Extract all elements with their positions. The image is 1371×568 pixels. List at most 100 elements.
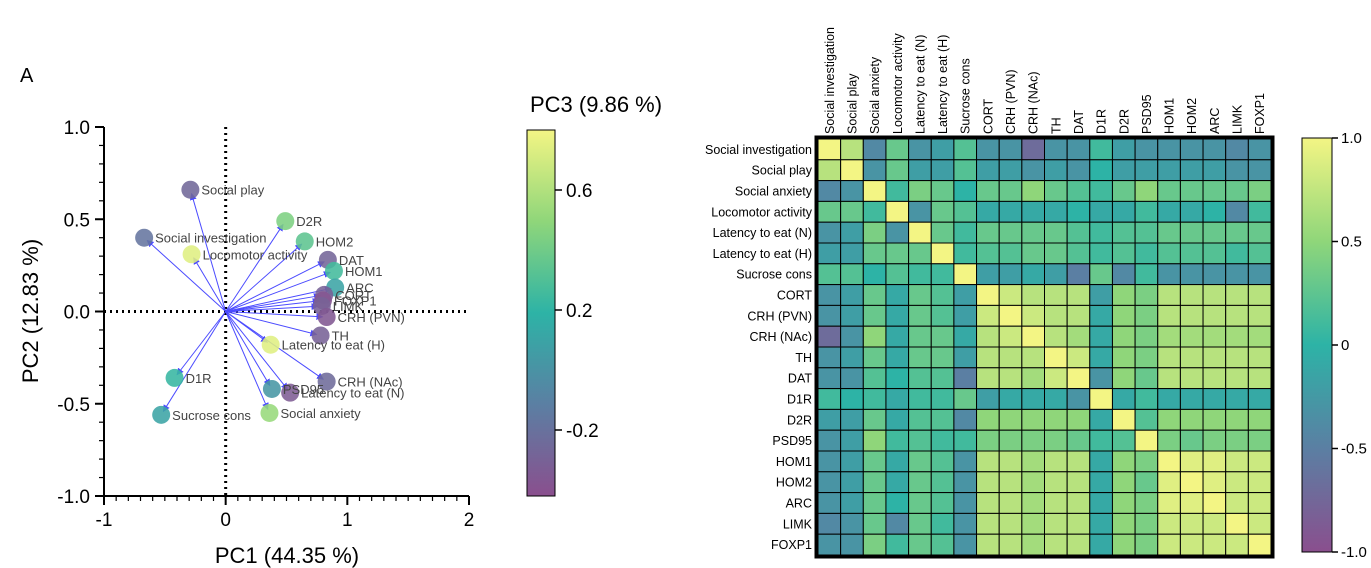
heatmap-cell — [908, 284, 932, 306]
heatmap-cell — [1021, 367, 1045, 390]
heatmap-cell — [1044, 159, 1068, 182]
heatmap-row-label: Social play — [752, 164, 813, 178]
heatmap-cell — [1066, 450, 1091, 473]
heatmap-cell — [1066, 346, 1091, 369]
heatmap-cell — [1021, 492, 1045, 514]
heatmap-colorbar-tick-label: 1.0 — [1341, 130, 1362, 147]
heatmap-cell — [908, 138, 932, 161]
heatmap-cell — [1202, 263, 1227, 286]
heatmap-row-label: Latency to eat (N) — [713, 226, 812, 240]
heatmap-row-label: PSD95 — [772, 434, 812, 448]
heatmap-cell — [1202, 471, 1227, 494]
heatmap-cell — [1044, 492, 1068, 514]
heatmap-column-label: D1R — [1095, 109, 1109, 134]
loading-point — [260, 403, 279, 422]
heatmap-cell — [976, 325, 1000, 348]
heatmap-cell — [976, 159, 1000, 182]
heatmap-cell — [1021, 408, 1045, 431]
loading-point-label: PSD95 — [283, 382, 324, 397]
loading-arrow — [146, 239, 227, 312]
heatmap-cell — [953, 388, 978, 410]
heatmap-cell — [1225, 450, 1249, 473]
heatmap-cell — [1044, 346, 1068, 369]
heatmap-cell — [1157, 180, 1181, 202]
heatmap-cell — [1134, 284, 1159, 306]
heatmap-cell — [930, 450, 955, 473]
heatmap-cell — [930, 242, 955, 265]
heatmap-colorbar-tick-label: 0 — [1341, 337, 1349, 354]
heatmap-cell — [930, 221, 955, 244]
heatmap-cell — [1111, 325, 1136, 348]
heatmap-row-label: CORT — [777, 289, 813, 303]
heatmap-cell — [817, 429, 842, 452]
heatmap-cell — [1202, 304, 1227, 327]
heatmap-cell — [1134, 388, 1159, 410]
heatmap-cell — [1247, 471, 1272, 494]
heatmap-cell — [1089, 200, 1113, 223]
heatmap-cell — [885, 408, 910, 431]
heatmap-cell — [1021, 221, 1045, 244]
heatmap-cell — [1111, 200, 1136, 223]
heatmap-cell — [1179, 242, 1204, 265]
loading-point-label: Latency to eat (N) — [301, 386, 404, 401]
heatmap-cell — [1066, 388, 1091, 410]
heatmap-row-label: Social anxiety — [735, 185, 813, 199]
heatmap-cell — [1179, 512, 1204, 535]
heatmap-cell — [1225, 512, 1249, 535]
heatmap-column-label: Sucrose cons — [959, 58, 973, 134]
heatmap-cell — [840, 159, 864, 182]
heatmap-cell — [1225, 408, 1249, 431]
heatmap-cell — [840, 471, 864, 494]
heatmap-cell — [840, 388, 864, 410]
heatmap-cell — [1134, 263, 1159, 286]
heatmap-row-labels: Social investigation Social play Social an… — [705, 143, 813, 552]
heatmap-cell — [1134, 471, 1159, 494]
heatmap-cell — [840, 367, 864, 390]
correlation-heatmap: Social investigation Social play Social an… — [705, 27, 1275, 559]
heatmap-cell — [953, 138, 978, 161]
heatmap-cell — [1044, 429, 1068, 452]
heatmap-column-label: LIMK — [1231, 104, 1245, 134]
heatmap-cell — [976, 512, 1000, 535]
heatmap-cell — [1202, 221, 1227, 244]
heatmap-cell — [1179, 367, 1204, 390]
heatmap-cell — [953, 242, 978, 265]
x-tick-label: 0 — [220, 510, 231, 531]
loading-point-label: DAT — [339, 253, 364, 268]
loading-arrow — [189, 192, 227, 312]
heatmap-cell — [1089, 471, 1113, 494]
heatmap-cell — [1247, 138, 1272, 161]
heatmap-cell — [1247, 492, 1272, 514]
heatmap-cell — [1179, 263, 1204, 286]
heatmap-cell — [885, 325, 910, 348]
heatmap-cell — [953, 284, 978, 306]
heatmap-cell — [840, 408, 864, 431]
heatmap-cell — [1134, 512, 1159, 535]
heatmap-cell — [885, 533, 910, 556]
heatmap-cell — [976, 388, 1000, 410]
heatmap-row-label: LIMK — [783, 517, 813, 531]
loading-point-label: HOM2 — [316, 234, 354, 249]
heatmap-cell — [976, 471, 1000, 494]
heatmap-cell — [998, 471, 1023, 494]
heatmap-cell — [1044, 180, 1068, 202]
heatmap-cell — [976, 284, 1000, 306]
heatmap-cell — [1134, 180, 1159, 202]
heatmap-cell — [976, 138, 1000, 161]
heatmap-cell — [998, 367, 1023, 390]
heatmap-cell — [908, 533, 932, 556]
heatmap-cell — [862, 325, 887, 348]
heatmap-cell — [976, 242, 1000, 265]
heatmap-cell — [1247, 242, 1272, 265]
heatmap-cell — [998, 450, 1023, 473]
heatmap-cell — [1247, 221, 1272, 244]
heatmap-cell — [930, 138, 955, 161]
heatmap-cell — [885, 263, 910, 286]
heatmap-cell — [840, 429, 864, 452]
heatmap-cell — [953, 263, 978, 286]
heatmap-cell — [953, 325, 978, 348]
heatmap-cell — [1247, 408, 1272, 431]
heatmap-cell — [1202, 346, 1227, 369]
heatmap-cell — [930, 429, 955, 452]
heatmap-cell — [930, 284, 955, 306]
